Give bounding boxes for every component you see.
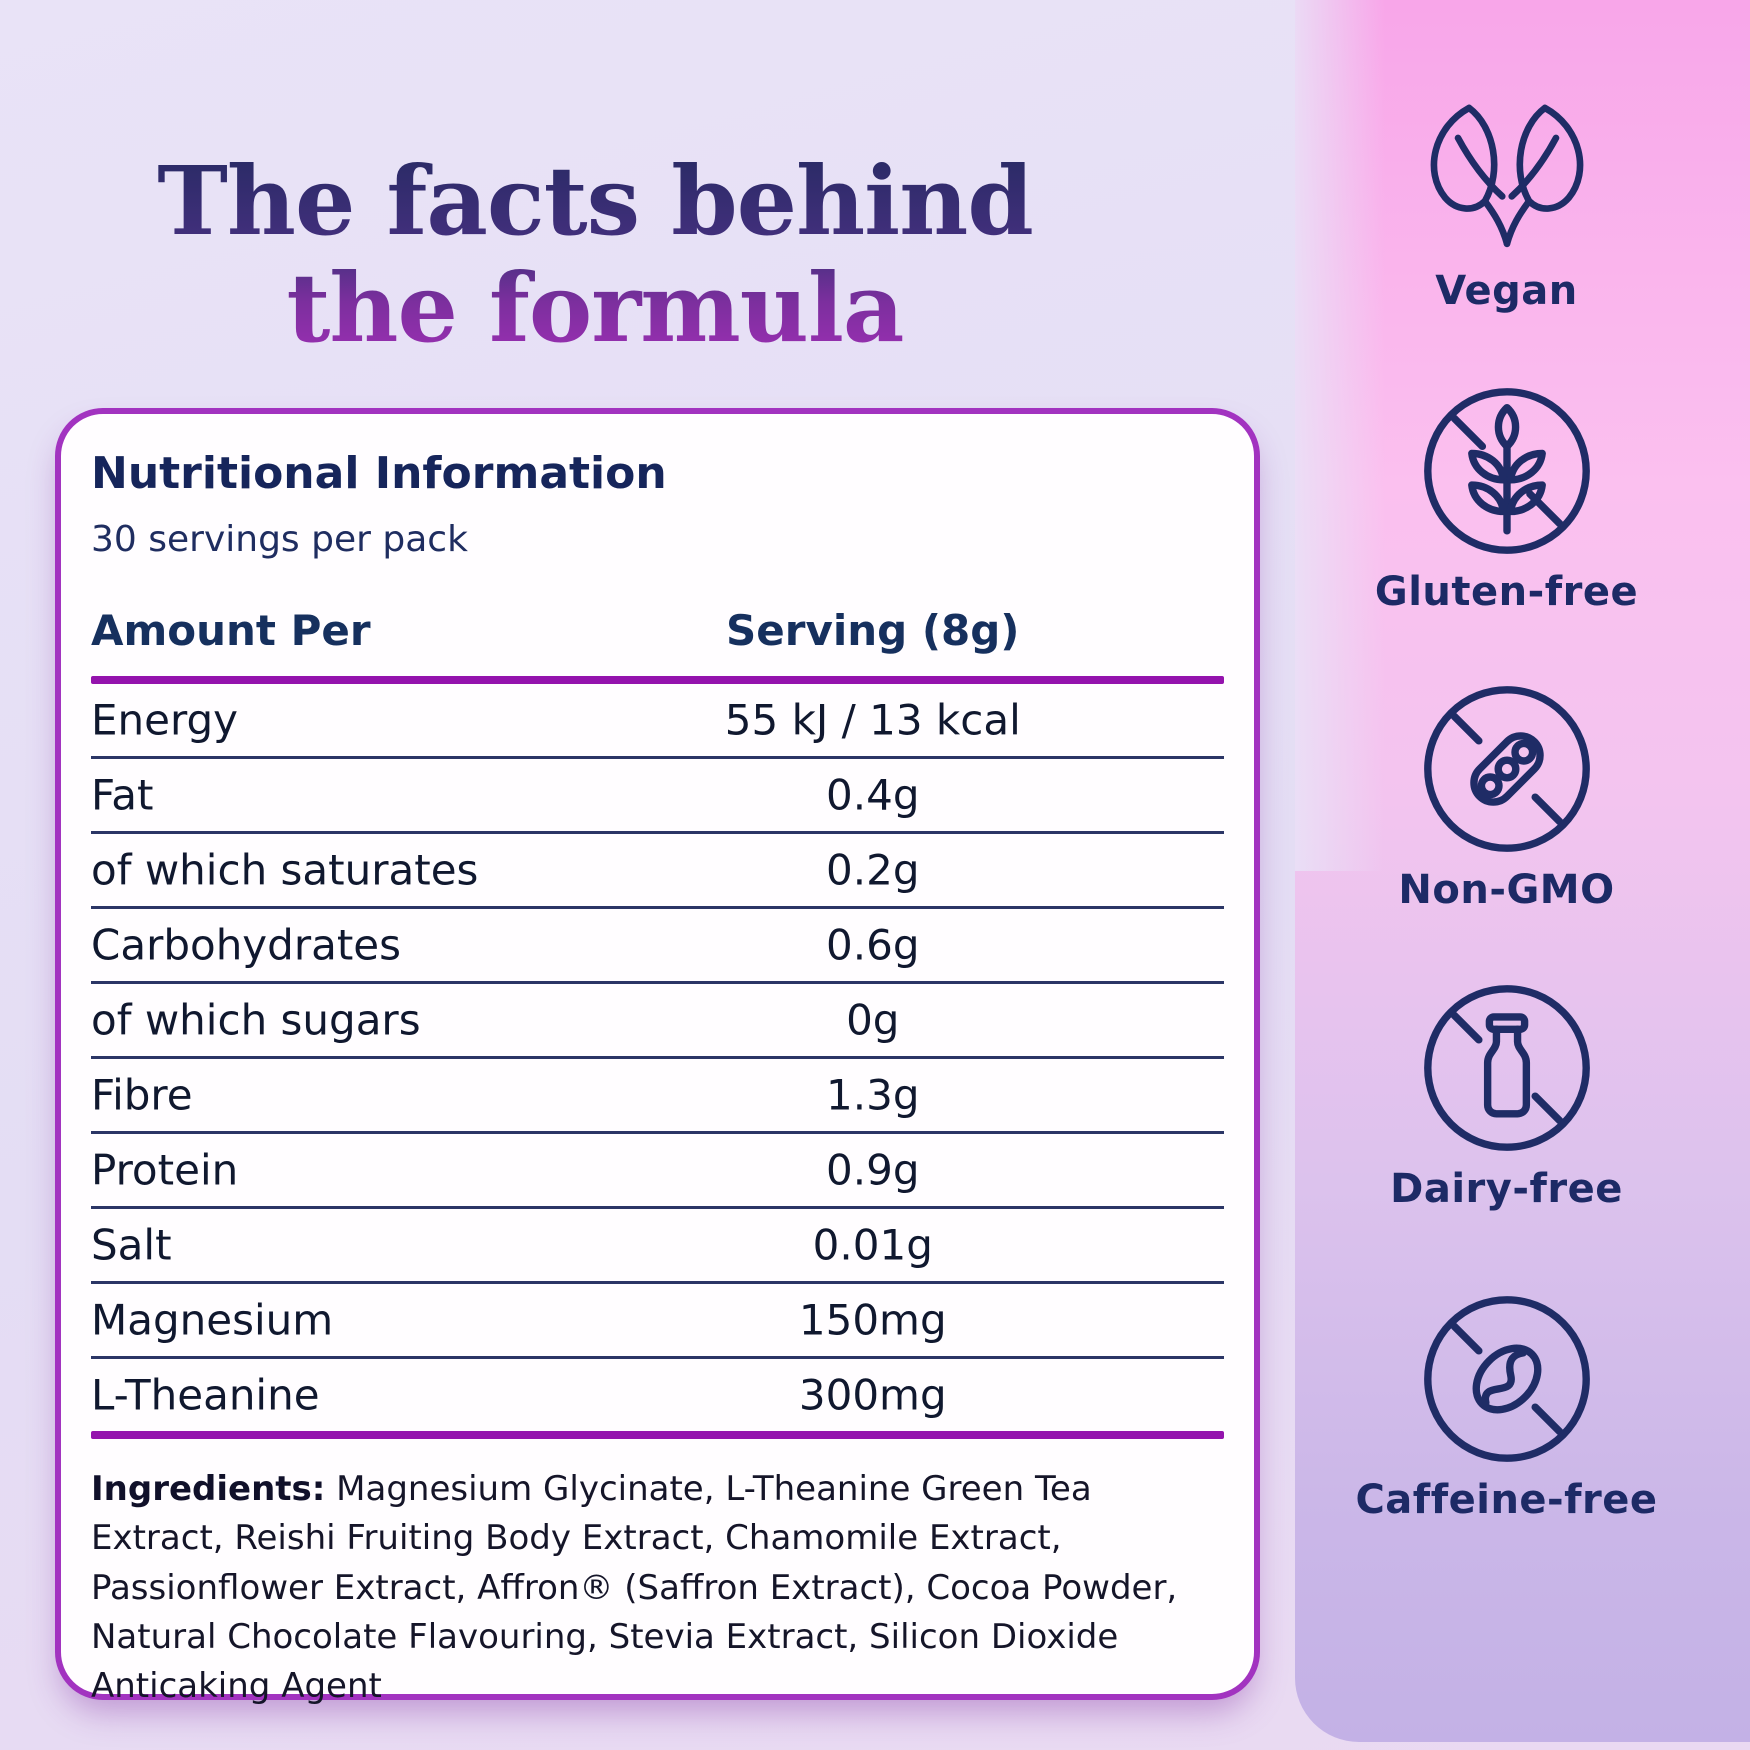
page-title-line1: The facts behind — [157, 145, 1033, 257]
badge-label-dairy-free: Dairy-free — [1390, 1166, 1623, 1212]
page-title-line2: the formula — [286, 252, 904, 364]
servings-per-pack: 30 servings per pack — [91, 519, 468, 560]
caffeine-free-icon — [1423, 1296, 1590, 1462]
row-value: 300mg — [798, 1370, 947, 1420]
row-value: 0g — [846, 995, 900, 1045]
row-label: Fat — [91, 770, 154, 820]
row-value: 0.4g — [826, 770, 920, 820]
row-value: 0.2g — [826, 845, 920, 895]
non-gmo-icon — [1423, 686, 1590, 852]
row-label: Salt — [91, 1220, 172, 1270]
badge-label-vegan: Vegan — [1435, 268, 1578, 314]
row-label: of which saturates — [91, 845, 479, 895]
badge-label-non-gmo: Non-GMO — [1398, 867, 1615, 913]
row-label: Magnesium — [91, 1295, 334, 1345]
ingredients-label: Ingredients: — [91, 1469, 326, 1509]
badge-dairy-free: Dairy-free — [1279, 980, 1734, 1212]
row-label: Carbohydrates — [91, 920, 402, 970]
table-row-salt: Salt 0.01g — [91, 1209, 1224, 1284]
badge-non-gmo: Non-GMO — [1279, 681, 1734, 913]
row-label: of which sugars — [91, 995, 421, 1045]
ingredients-paragraph: Ingredients: Magnesium Glycinate, L-Thea… — [91, 1465, 1224, 1711]
gluten-free-icon — [1423, 388, 1590, 554]
row-value: 0.9g — [826, 1145, 920, 1195]
table-row-fat: Fat 0.4g — [91, 759, 1224, 834]
table-row-protein: Protein 0.9g — [91, 1134, 1224, 1209]
row-value: 150mg — [798, 1295, 947, 1345]
dairy-free-icon — [1423, 985, 1590, 1151]
page-title: The facts behind the formula — [0, 148, 1190, 363]
row-label: Protein — [91, 1145, 239, 1195]
table-bottom-rule — [91, 1431, 1224, 1439]
vegan-leaves-icon — [1430, 104, 1583, 248]
badge-gluten-free: Gluten-free — [1279, 383, 1734, 615]
table-row-magnesium: Magnesium 150mg — [91, 1284, 1224, 1359]
table-row-energy: Energy 55 kJ / 13 kcal — [91, 684, 1224, 759]
table-row-carbohydrates: Carbohydrates 0.6g — [91, 909, 1224, 984]
row-value: 1.3g — [826, 1070, 920, 1120]
table-header-row: Amount Per Serving (8g) — [91, 606, 1224, 656]
benefits-panel: Vegan Gluten-free Non-GM — [1295, 0, 1750, 1742]
table-row-l-theanine: L-Theanine 300mg — [91, 1359, 1224, 1431]
row-label: Fibre — [91, 1070, 193, 1120]
badge-label-gluten-free: Gluten-free — [1374, 569, 1639, 615]
row-value: 55 kJ / 13 kcal — [724, 695, 1021, 745]
column-header-serving: Serving (8g) — [726, 606, 1020, 655]
table-row-saturates: of which saturates 0.2g — [91, 834, 1224, 909]
badge-caffeine-free: Caffeine-free — [1279, 1291, 1734, 1523]
table-row-sugars: of which sugars 0g — [91, 984, 1224, 1059]
card-heading: Nutritional Information — [91, 448, 667, 499]
row-label: L-Theanine — [91, 1370, 320, 1420]
nutrition-card: Nutritional Information 30 servings per … — [55, 408, 1260, 1706]
table-row-fibre: Fibre 1.3g — [91, 1059, 1224, 1134]
table-top-rule — [91, 676, 1224, 684]
row-value: 0.01g — [812, 1220, 933, 1270]
row-value: 0.6g — [826, 920, 920, 970]
badge-vegan: Vegan — [1279, 100, 1734, 314]
row-label: Energy — [91, 695, 239, 745]
badge-label-caffeine-free: Caffeine-free — [1355, 1477, 1658, 1523]
column-header-amount-per: Amount Per — [91, 606, 371, 655]
ingredients-text: Magnesium Glycinate, L-Theanine Green Te… — [91, 1469, 1178, 1707]
